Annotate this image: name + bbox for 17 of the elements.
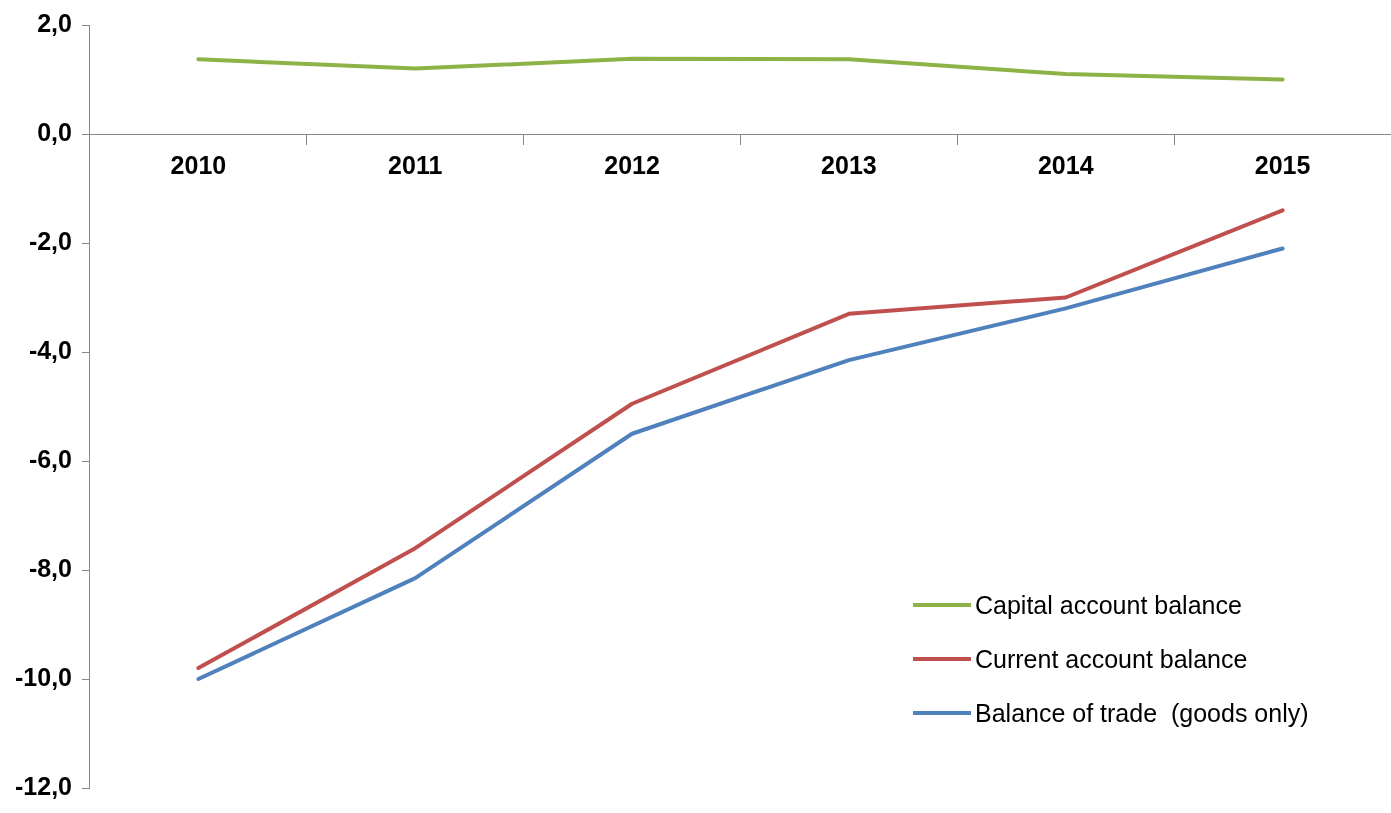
x-tick-label: 2015 (1254, 150, 1311, 179)
y-tick-label: 0,0 (37, 117, 72, 146)
x-tick-label: 2011 (388, 150, 443, 179)
y-tick-label: 2,0 (37, 8, 72, 37)
x-tick-label: 2010 (170, 150, 227, 179)
legend-label: Capital account balance (975, 590, 1242, 620)
x-tick-label: 2012 (604, 150, 660, 179)
y-tick-label: -2,0 (28, 226, 72, 255)
x-tick-label: 2013 (821, 150, 877, 179)
y-tick-label: -8,0 (28, 553, 72, 582)
y-tick-label: -12,0 (15, 771, 72, 800)
y-tick-label: -4,0 (28, 335, 72, 364)
legend-label: Balance of trade (goods only) (975, 698, 1309, 728)
y-tick-label: -6,0 (28, 444, 72, 473)
x-tick-label: 2014 (1037, 150, 1094, 179)
y-tick-label: -10,0 (15, 662, 72, 691)
legend-label: Current account balance (975, 644, 1248, 674)
